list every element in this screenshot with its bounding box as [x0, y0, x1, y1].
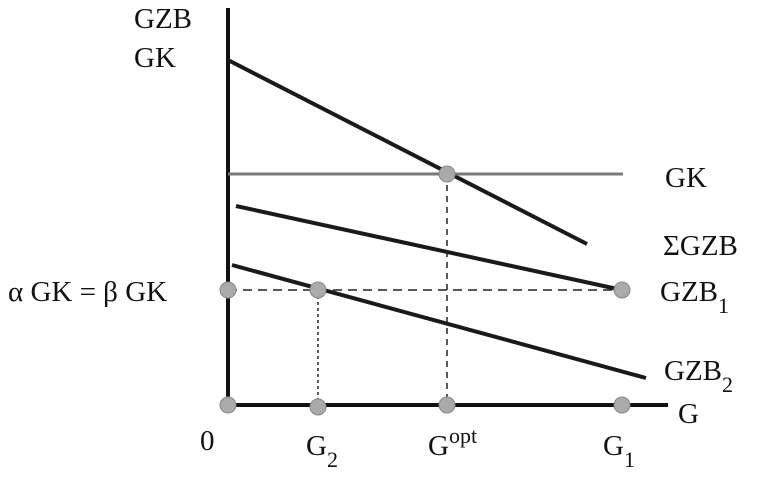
origin-marker [219, 396, 237, 414]
g1-main: G [603, 430, 624, 462]
gopt-tick-marker [438, 396, 456, 414]
g2-tick-marker [309, 398, 327, 416]
sum-gzb-line [227, 58, 588, 246]
x-axis-label: G [678, 398, 699, 430]
gzb1-line [235, 204, 623, 292]
gzb2-line [231, 263, 647, 380]
gopt-tick-label: Gopt [428, 423, 477, 462]
gzb2-label: GZB2 [664, 355, 733, 397]
gopt-main: G [428, 430, 449, 462]
g2-tick-label: G2 [306, 430, 338, 472]
gzb2-label-main: GZB [664, 355, 722, 387]
gk-sum-intersection-marker [438, 165, 456, 183]
gzb1-label-subscript: 1 [718, 293, 729, 318]
sum-gzb-label: ΣGZB [663, 230, 738, 262]
y-level-marker [219, 281, 237, 299]
y-axis-label-gzb: GZB [134, 3, 192, 35]
g1-subscript: 1 [624, 447, 635, 472]
g1-tick-label: G1 [603, 430, 635, 472]
gzb1-label: GZB1 [660, 276, 729, 318]
g2-main: G [306, 430, 327, 462]
y-axis-label-gk: GK [134, 42, 176, 74]
gzb2-level-intersection-marker [309, 281, 327, 299]
origin-label: 0 [200, 425, 215, 457]
alpha-beta-gk-label: α GK = β GK [8, 276, 167, 308]
gzb1-level-intersection-marker [613, 281, 631, 299]
gk-line-label: GK [665, 162, 707, 194]
gzb2-label-subscript: 2 [722, 372, 733, 397]
g1-tick-marker [613, 396, 631, 414]
gopt-superscript: opt [449, 423, 477, 448]
g2-subscript: 2 [327, 447, 338, 472]
gzb1-label-main: GZB [660, 276, 718, 308]
